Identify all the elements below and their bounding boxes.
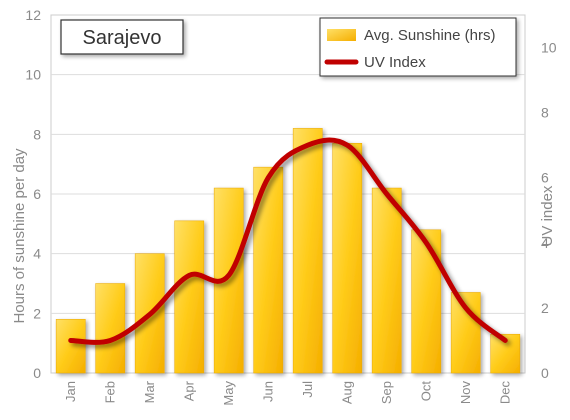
sunshine-bar xyxy=(55,319,86,374)
uv-index-series-line xyxy=(68,137,508,345)
y2-axis-title: UV index xyxy=(539,185,556,246)
y2-tick-label: 4 xyxy=(541,235,549,251)
sunshine-bar xyxy=(411,229,442,374)
x-tick-label: Feb xyxy=(102,381,117,403)
legend-label-uv: UV Index xyxy=(364,54,426,71)
x-tick-label: May xyxy=(221,381,236,406)
y-tick-label: 10 xyxy=(25,67,41,83)
x-axis-ticks: Jan Feb Mar Apr May Jun Jul Aug Sep Oct Nov Dec xyxy=(63,380,513,405)
x-tick-label: Oct xyxy=(418,381,433,402)
sunshine-bar xyxy=(174,220,205,374)
sunshine-bar xyxy=(371,187,402,374)
y2-tick-label: 6 xyxy=(541,170,549,186)
x-tick-label: Mar xyxy=(142,380,157,403)
legend-label-sunshine: Avg. Sunshine (hrs) xyxy=(364,27,495,44)
x-tick-label: Jul xyxy=(300,381,315,398)
sunshine-bar xyxy=(292,128,323,374)
y-tick-label: 6 xyxy=(33,186,41,202)
x-tick-label: Sep xyxy=(379,381,394,404)
uv-index-line xyxy=(68,137,508,345)
sunshine-bar xyxy=(95,283,126,374)
left-axis-ticks: 0 2 4 6 8 10 12 xyxy=(25,7,41,381)
y-tick-label: 4 xyxy=(33,246,41,262)
city-label-box: Sarajevo xyxy=(60,19,184,55)
y-tick-label: 8 xyxy=(33,126,41,142)
x-tick-label: Nov xyxy=(458,381,473,405)
city-label: Sarajevo xyxy=(83,27,162,49)
right-axis-ticks: 0 2 4 6 8 10 xyxy=(541,40,557,381)
y-tick-label: 2 xyxy=(33,305,41,321)
y-axis-title: Hours of sunshine per day xyxy=(11,148,28,324)
y2-tick-label: 0 xyxy=(541,365,549,381)
y2-tick-label: 10 xyxy=(541,40,557,56)
sunshine-bar xyxy=(332,143,363,374)
legend-swatch-sunshine xyxy=(327,29,356,41)
x-tick-label: Dec xyxy=(497,381,512,405)
y-tick-label: 12 xyxy=(25,7,41,23)
y-tick-label: 0 xyxy=(33,365,41,381)
x-tick-label: Jan xyxy=(63,381,78,402)
x-tick-label: Aug xyxy=(339,381,354,404)
y2-tick-label: 2 xyxy=(541,300,549,316)
x-tick-label: Apr xyxy=(181,380,196,401)
y2-tick-label: 8 xyxy=(541,105,549,121)
x-tick-label: Jun xyxy=(260,381,275,402)
legend: Avg. Sunshine (hrs) UV Index xyxy=(319,17,517,77)
